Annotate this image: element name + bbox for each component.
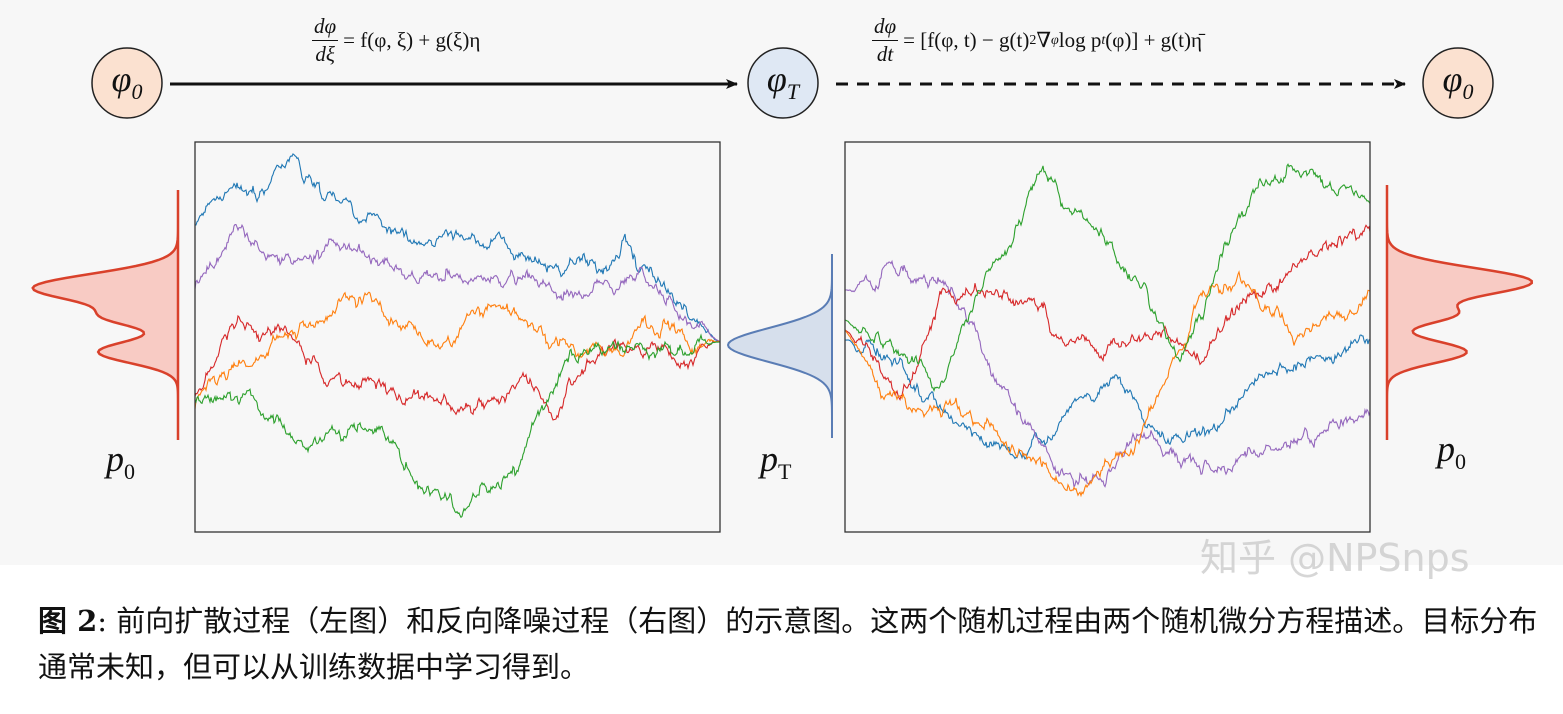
caption-label: 图 2 [38, 604, 98, 638]
node-phi0-start [91, 47, 163, 119]
trajectory-purple [845, 259, 1371, 489]
eq-part: log p [1058, 28, 1102, 52]
trajectory-blue [844, 334, 1371, 460]
trajectory-blue [194, 153, 721, 343]
eq-part: ∇ [1036, 28, 1051, 52]
eq-sub: φ [1050, 32, 1059, 48]
eq-part: (φ)] + g(t)η̄ [1105, 28, 1202, 52]
reverse-trajectories [844, 163, 1371, 498]
eq-sup: 2 [1029, 32, 1037, 48]
eq-part: = [f(φ, t) − g(t) [903, 28, 1030, 52]
node-phiT [747, 47, 819, 119]
eq-rhs: = f(φ, ξ) + g(ξ)η [343, 28, 481, 52]
eq-numerator: dφ [312, 14, 339, 41]
eq-numerator: dφ [872, 14, 899, 41]
watermark: 知乎 @NPSnps [1200, 536, 1470, 580]
reverse-plot-frame [844, 141, 1371, 533]
noise-distribution-middle [726, 255, 833, 437]
forward-sde-equation: dφ dξ = f(φ, ξ) + g(ξ)η [312, 14, 480, 67]
diagram-canvas [31, 47, 1534, 533]
forward-trajectories [194, 153, 721, 519]
label-pT: pT [760, 439, 792, 485]
caption-text: : 前向扩散过程（左图）和反向降噪过程（右图）的示意图。这两个随机过程由两个随机… [38, 604, 1538, 684]
label-p0-right: p0 [1437, 429, 1466, 475]
node-phi0-end [1422, 47, 1494, 119]
trajectory-red [194, 314, 721, 421]
eq-denominator: dξ [315, 42, 335, 66]
trajectory-green [844, 163, 1371, 393]
node-label-phi0-start: φ0 [111, 59, 143, 105]
forward-plot-frame [194, 141, 721, 533]
reverse-sde-equation: dφ dt = [f(φ, t) − g(t) 2 ∇ φ log p t (φ)] + g(… [872, 14, 1202, 67]
label-p0-left: p0 [106, 439, 135, 485]
trajectory-orange [194, 291, 721, 410]
eq-sub: t [1101, 32, 1106, 48]
data-distribution-right [1385, 185, 1534, 440]
eq-denominator: dt [876, 42, 894, 66]
trajectory-purple [194, 223, 721, 343]
figure-caption: 图 2: 前向扩散过程（左图）和反向降噪过程（右图）的示意图。这两个随机过程由两… [38, 598, 1538, 690]
trajectory-red [844, 224, 1371, 402]
data-distribution-left [31, 190, 180, 440]
node-label-phi0-end: φ0 [1442, 59, 1474, 105]
node-label-phiT: φT [766, 59, 800, 105]
trajectory-orange [844, 270, 1371, 498]
trajectory-green [194, 333, 721, 519]
